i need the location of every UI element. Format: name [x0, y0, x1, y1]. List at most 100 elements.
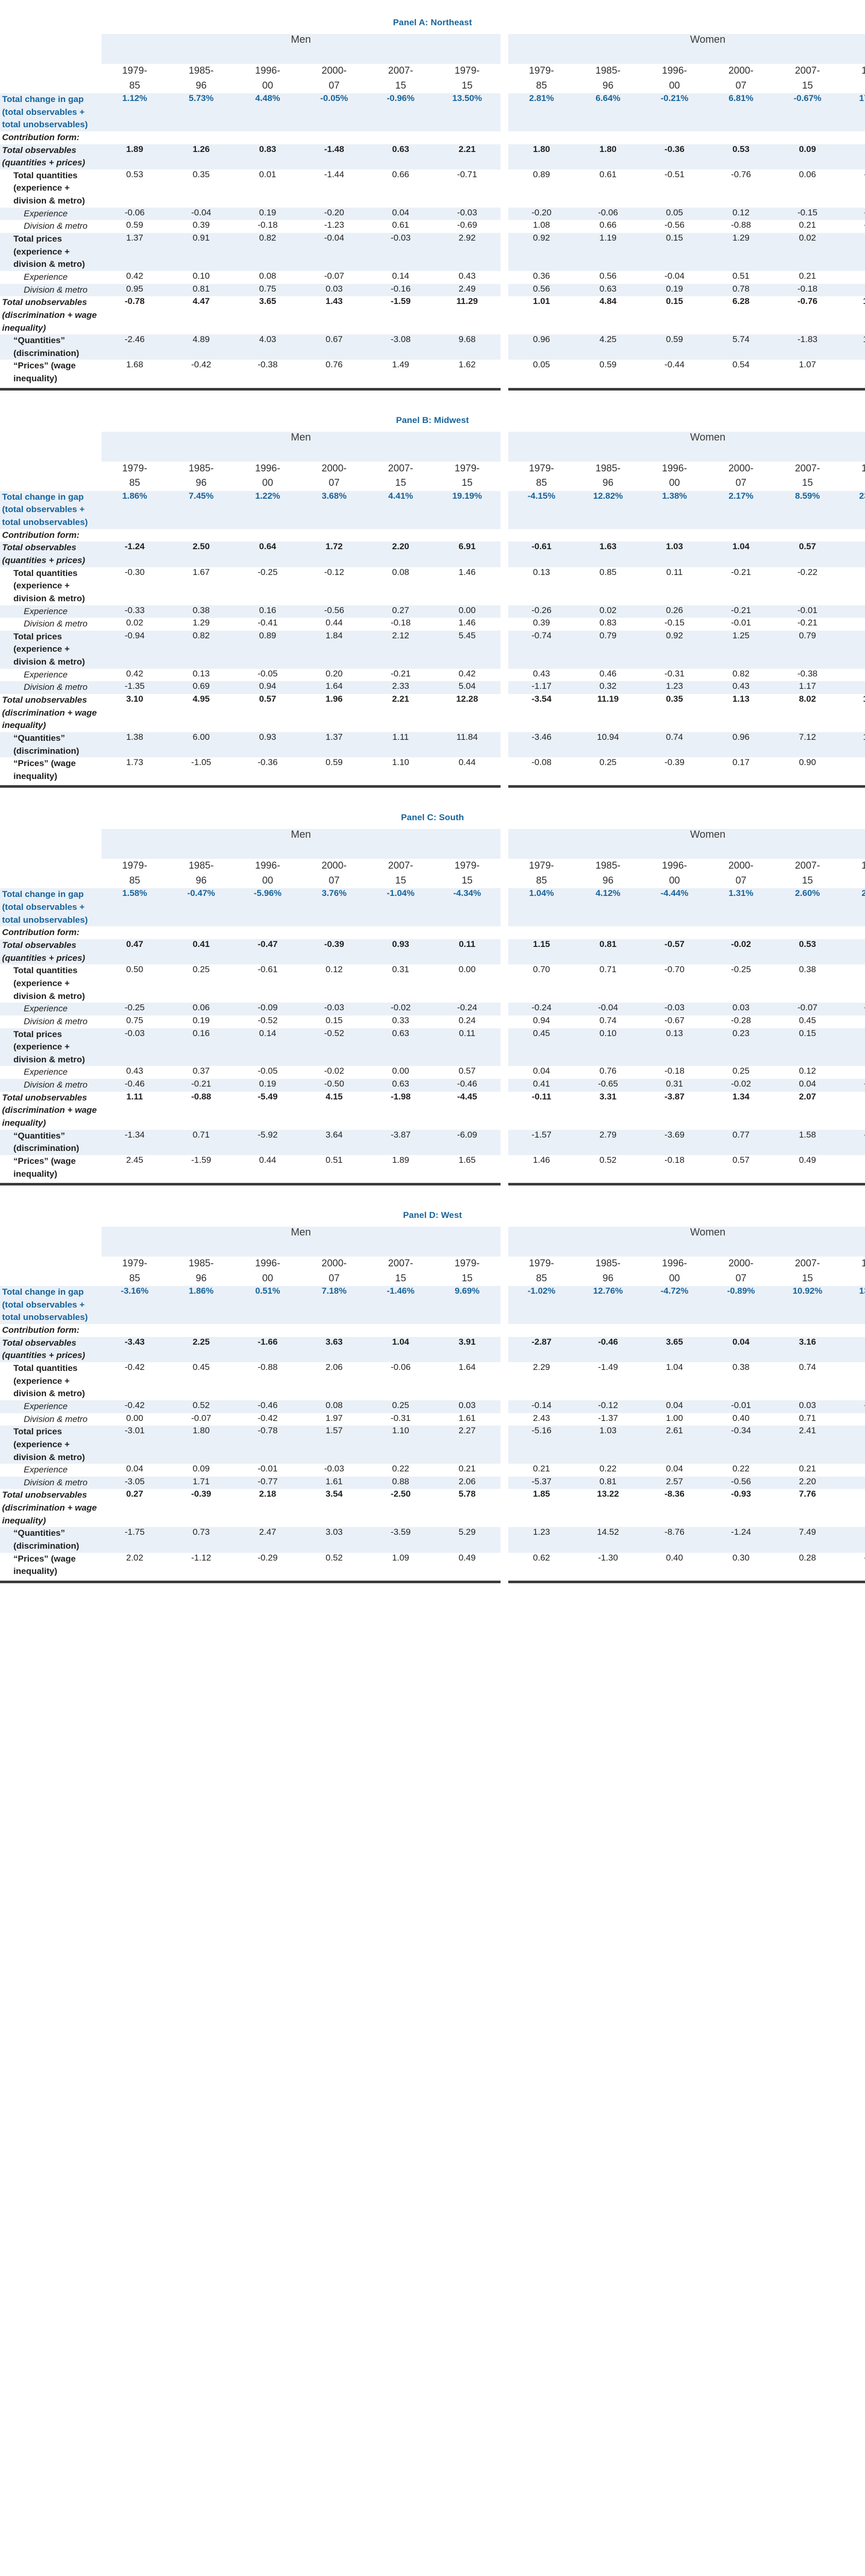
panel-title: Panel A: Northeast: [393, 18, 472, 27]
row-group-spacer: [500, 1489, 508, 1528]
cell-women-total_change-4: 1.31%: [707, 888, 774, 927]
cell-men-prices_division_metro-6: 2.06: [434, 1476, 501, 1489]
cell-women-quantities_disc-1: 0.96: [508, 334, 575, 360]
row-label-total_prices: Total prices (experience + division & me…: [0, 630, 102, 669]
cell-women-total_prices-2: 0.79: [574, 630, 641, 669]
row-group-spacer: [500, 1066, 508, 1079]
row-label-text: “Prices” (wage inequality): [13, 1156, 76, 1179]
row-label-text: Division & metro: [24, 221, 88, 231]
cell-men-total_unobservables-3: 3.65: [234, 296, 301, 335]
cell-women-total_change-6: 23.75%: [840, 490, 865, 529]
table-row: Division & metro 0.59 0.39 -0.18 -1.23 0.61 -0…: [0, 220, 865, 233]
cell-men-total_quantities-5: 0.08: [367, 567, 434, 605]
cell-men-quantities_experience-2: 0.38: [168, 605, 235, 618]
cell-women-prices_experience-2: 0.22: [574, 1464, 641, 1477]
cell-women-total_unobservables-1: -3.54: [508, 693, 575, 732]
cell-men-total_quantities-1: 0.50: [101, 964, 168, 1003]
cell-men-prices_division_metro-3: 0.94: [234, 681, 301, 694]
table-row: Total change in gap (total observables +…: [0, 490, 865, 529]
cell-women-total_change-3: -4.44%: [641, 888, 708, 927]
cell-women-quantities_division_metro-5: 0.21: [774, 220, 841, 233]
panel-1: Panel A: Northeast Men Women 1979- 85 1985- …: [0, 0, 865, 398]
contribution-form-empty-cell: [574, 926, 641, 940]
cell-men-total_prices-2: 0.82: [168, 630, 235, 669]
cell-women-total_unobservables-3: 0.35: [641, 693, 708, 732]
cell-women-total_change-1: 1.04%: [508, 888, 575, 927]
row-label-quantities_experience: Experience: [0, 1003, 102, 1015]
table-row: Experience -0.25 0.06 -0.09 -0.03 -0.02 -0.24-…: [0, 1003, 865, 1015]
table-row: Total prices (experience + division & me…: [0, 1028, 865, 1066]
cell-men-total_quantities-5: 0.31: [367, 964, 434, 1003]
cell-men-total_prices-3: 0.14: [234, 1028, 301, 1066]
cell-men-total_unobservables-6: 5.78: [434, 1489, 501, 1528]
cell-women-total_quantities-3: -0.51: [641, 169, 708, 208]
cell-women-prices_experience-4: 0.25: [707, 1066, 774, 1079]
cell-women-quantities_experience-5: -0.07: [774, 1003, 841, 1015]
cell-men-total_change-6: 9.69%: [434, 1286, 501, 1325]
cell-men-quantities_division_metro-2: -0.07: [168, 1413, 235, 1426]
cell-women-total_unobservables-6: 18.88: [840, 693, 865, 732]
row-label-text: Total quantities (experience + division …: [13, 1363, 85, 1399]
cell-women-total_unobservables-3: -3.87: [641, 1091, 708, 1130]
cell-women-prices_division_metro-5: 2.20: [774, 1476, 841, 1489]
cell-men-total_change-4: -0.05%: [301, 93, 368, 131]
cell-men-total_quantities-6: -0.71: [434, 169, 501, 208]
panel-footer-space: [0, 1583, 865, 1590]
cell-women-quantities_experience-6: -0.03: [840, 207, 865, 221]
row-group-spacer: [500, 360, 508, 385]
table-row: “Quantities” (discrimination) -2.46 4.89 4.…: [0, 334, 865, 360]
cell-men-quantities_division_metro-6: 1.46: [434, 618, 501, 631]
cell-men-prices_experience-6: 0.57: [434, 1066, 501, 1079]
cell-women-prices_division_metro-4: -0.56: [707, 1476, 774, 1489]
cell-women-quantities_division_metro-4: 0.40: [707, 1413, 774, 1426]
cell-men-quantities_disc-5: 1.11: [367, 732, 434, 758]
cell-men-total_unobservables-4: 4.15: [301, 1091, 368, 1130]
contribution-form-empty-cell: [641, 529, 708, 542]
cell-women-prices_wage-4: 0.17: [707, 757, 774, 783]
cell-men-quantities_experience-3: 0.16: [234, 605, 301, 618]
row-label-text: Division & metro: [24, 1414, 88, 1424]
cell-women-total_prices-1: -0.74: [508, 630, 575, 669]
cell-men-quantities_disc-6: -6.09: [434, 1129, 501, 1155]
cell-men-prices_experience-3: -0.05: [234, 1066, 301, 1079]
cell-women-total_prices-6: 4.01: [840, 630, 865, 669]
cell-women-prices_experience-6: 1.57: [840, 270, 865, 284]
cell-men-prices_division_metro-2: 0.81: [168, 283, 235, 297]
cell-women-total_quantities-1: 0.89: [508, 169, 575, 208]
cell-women-quantities_disc-6: 18.43: [840, 732, 865, 758]
column-header-period-men-4: 2000- 07: [321, 65, 347, 91]
cell-women-prices_wage-3: -0.39: [641, 757, 708, 783]
cell-men-prices_experience-4: -0.07: [301, 270, 368, 284]
row-label-quantities_disc: “Quantities” (discrimination): [0, 334, 102, 360]
cell-men-total_quantities-2: 0.45: [168, 1362, 235, 1400]
contribution-form-empty-cell: [774, 1324, 841, 1337]
cell-men-total_unobservables-3: 2.18: [234, 1489, 301, 1528]
cell-women-quantities_division_metro-4: -0.28: [707, 1015, 774, 1028]
contribution-form-empty-cell: [574, 1324, 641, 1337]
column-header-period-men-3: 1996- 00: [255, 1258, 280, 1284]
cell-men-prices_division_metro-5: 0.88: [367, 1476, 434, 1489]
row-label-total_change: Total change in gap (total observables +…: [0, 888, 102, 927]
cell-men-total_change-3: 4.48%: [234, 93, 301, 131]
cell-men-prices_wage-5: 1.49: [367, 360, 434, 385]
column-group-header-women: Women: [508, 431, 865, 462]
row-group-spacer: [500, 1028, 508, 1066]
row-label-text: Division & metro: [24, 284, 88, 295]
column-header-period-men-5: 2007- 15: [388, 860, 413, 886]
column-header-period-men-1: 1979- 85: [122, 1258, 147, 1284]
cell-women-total_quantities-6: 0.11: [840, 964, 865, 1003]
cell-women-prices_experience-2: 0.76: [574, 1066, 641, 1079]
cell-women-total_change-1: 2.81%: [508, 93, 575, 131]
column-header-period-women-6: 1979- 15: [861, 1258, 865, 1269]
row-label-total_observables: Total observables (quantities + prices): [0, 541, 102, 567]
cell-men-quantities_disc-1: -1.75: [101, 1527, 168, 1553]
cell-women-prices_wage-6: -0.19: [840, 1552, 865, 1578]
table-bottom-rule-row: [0, 385, 865, 391]
cell-women-quantities_division_metro-6: 0.32: [840, 1015, 865, 1028]
cell-men-quantities_disc-4: 1.37: [301, 732, 368, 758]
cell-women-total_observables-6: 1.02: [840, 939, 865, 965]
cell-women-total_observables-1: -0.61: [508, 541, 575, 567]
row-group-spacer: [500, 630, 508, 669]
cell-women-total_change-2: 4.12%: [574, 888, 641, 927]
column-header-period-men-4: 2000- 07: [321, 860, 347, 886]
